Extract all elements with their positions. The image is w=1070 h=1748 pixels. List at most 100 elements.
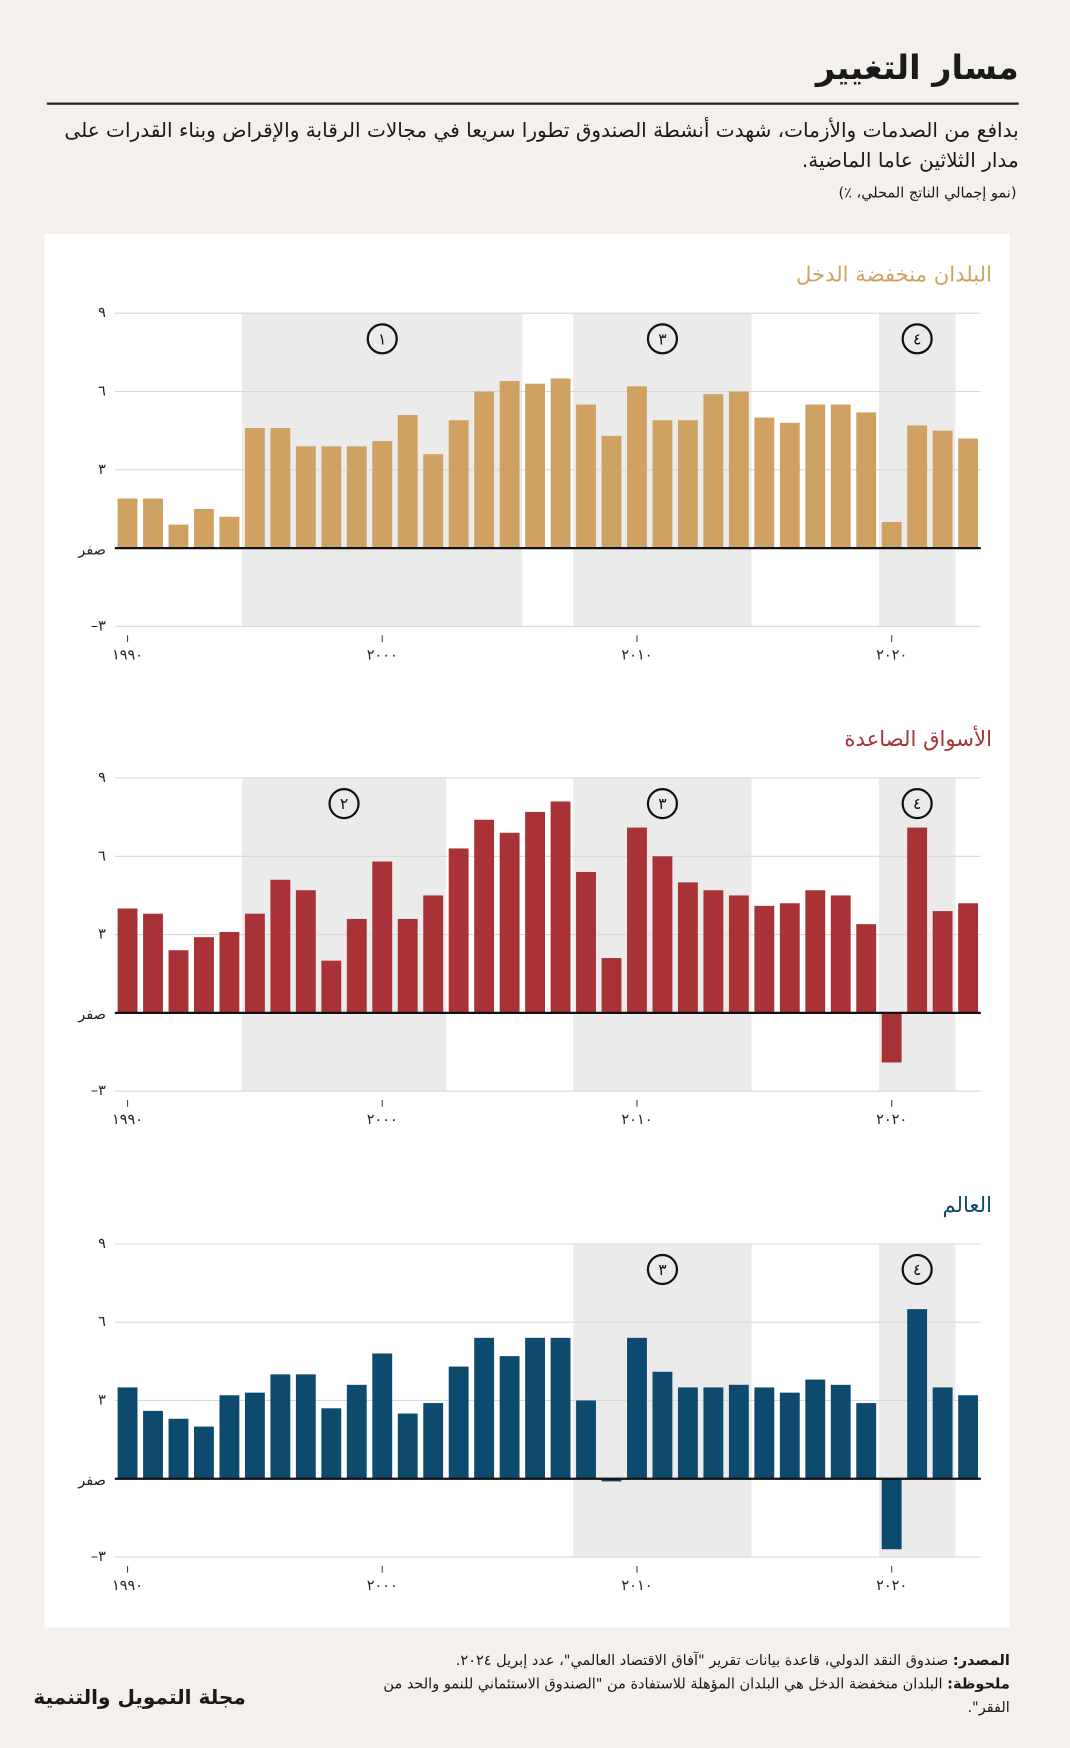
- x-tick-label: ٢٠٢٠: [876, 1578, 907, 1594]
- bar: [143, 498, 163, 549]
- bar: [652, 856, 673, 1013]
- bar: [958, 1395, 979, 1479]
- x-tick-label: ١٩٩٠: [112, 647, 143, 663]
- bar: [881, 1478, 902, 1550]
- bar: [525, 383, 546, 549]
- bar: [728, 1384, 749, 1479]
- bar: [932, 430, 953, 549]
- period-label: ٢: [340, 795, 348, 813]
- bar: [372, 441, 393, 549]
- bar: [881, 1012, 902, 1063]
- period-marker: [646, 788, 679, 820]
- x-tick-label: ٢٠١٠: [621, 1578, 652, 1594]
- panel-title: العالم: [942, 1192, 992, 1218]
- bar: [958, 438, 979, 549]
- bar: [856, 924, 877, 1013]
- bar: [525, 811, 546, 1013]
- source-text: صندوق النقد الدولي، قاعدة بيانات تقرير "…: [455, 1652, 949, 1670]
- bar: [754, 905, 775, 1013]
- bar: [805, 1379, 826, 1479]
- bar: [244, 913, 265, 1013]
- bar: [321, 446, 342, 549]
- y-tick-label: صفر: [77, 1473, 106, 1489]
- title-rule: [46, 102, 1019, 105]
- bar: [550, 801, 571, 1013]
- bar: [627, 386, 647, 549]
- bar: [652, 420, 673, 549]
- bar: [448, 420, 469, 549]
- bar: [448, 848, 469, 1013]
- bar: [677, 1387, 698, 1479]
- bar: [423, 895, 444, 1013]
- bar: [932, 1387, 953, 1479]
- title: مسار التغيير: [815, 49, 1019, 89]
- bar: [703, 890, 724, 1013]
- period-label: ٣: [658, 1261, 666, 1279]
- y-tick-label: ٩: [98, 305, 106, 321]
- bar: [346, 1384, 367, 1479]
- footnotes: المصدر: صندوق النقد الدولي، قاعدة بيانات…: [341, 1650, 1010, 1720]
- bar: [907, 827, 928, 1013]
- bar: [244, 428, 265, 549]
- period-label: ٤: [913, 1261, 921, 1279]
- bar: [321, 1408, 342, 1479]
- bar: [143, 1410, 163, 1479]
- period-label: ٣: [658, 330, 666, 348]
- bar: [219, 1395, 240, 1479]
- y-tick-label: ٣: [98, 927, 106, 943]
- bar: [907, 425, 928, 549]
- bar: [830, 895, 851, 1013]
- bar: [295, 890, 316, 1013]
- source-label: المصدر:: [952, 1652, 1010, 1670]
- bar: [754, 1387, 775, 1479]
- bar: [652, 1371, 673, 1479]
- y-tick-label: ٦: [98, 383, 106, 399]
- bar: [627, 1337, 647, 1479]
- bar: [805, 890, 826, 1013]
- bar: [372, 861, 393, 1013]
- unit-label: (نمو إجمالي الناتج المحلي، ٪): [838, 185, 1017, 202]
- bar: [194, 937, 214, 1013]
- bar: [117, 498, 138, 549]
- x-tick-label: ٢٠١٠: [621, 647, 652, 663]
- period-marker: [646, 1253, 679, 1286]
- period-marker: [901, 323, 933, 355]
- period-marker: [646, 323, 679, 355]
- chart-card: البلدان منخفضة الدخل –٣ صفر ٣ ٦ ٩ ١ ٣ ٤ ١٩٩٠ ٢٠٠٠ ٢…: [44, 234, 1010, 1628]
- brand: مجلة التمويل والتنمية: [33, 1686, 246, 1710]
- bar: [677, 882, 698, 1013]
- bar: [270, 428, 291, 549]
- bar: [525, 1337, 546, 1479]
- bar: [907, 1309, 928, 1479]
- period-marker: [366, 323, 398, 355]
- bar: [448, 1366, 469, 1479]
- bar: [474, 1337, 495, 1479]
- y-tick-label: ٩: [98, 1236, 106, 1252]
- bar: [295, 1374, 316, 1479]
- source: المصدر: صندوق النقد الدولي، قاعدة بيانات…: [341, 1650, 1010, 1673]
- y-tick-label: ٩: [98, 770, 106, 786]
- bar: [346, 918, 367, 1013]
- bar: [576, 1400, 596, 1479]
- bar: [168, 524, 189, 549]
- bar: [168, 950, 189, 1013]
- bar: [194, 1426, 214, 1479]
- x-tick-label: ٢٠٢٠: [876, 647, 907, 663]
- bar: [117, 908, 138, 1013]
- bar: [117, 1387, 138, 1479]
- x-tick-label: ٢٠١٠: [621, 1112, 652, 1128]
- y-tick-label: –٣: [91, 1549, 106, 1565]
- bar: [397, 918, 418, 1013]
- bar: [270, 1374, 291, 1479]
- bar: [601, 958, 622, 1013]
- bar: [805, 404, 826, 549]
- bar: [703, 1387, 724, 1479]
- y-tick-label: –٣: [91, 1083, 106, 1099]
- bar: [856, 1403, 877, 1479]
- bar: [321, 960, 342, 1013]
- bar: [550, 378, 571, 549]
- bar: [143, 913, 163, 1013]
- bar: [779, 422, 800, 549]
- bar: [779, 1392, 800, 1479]
